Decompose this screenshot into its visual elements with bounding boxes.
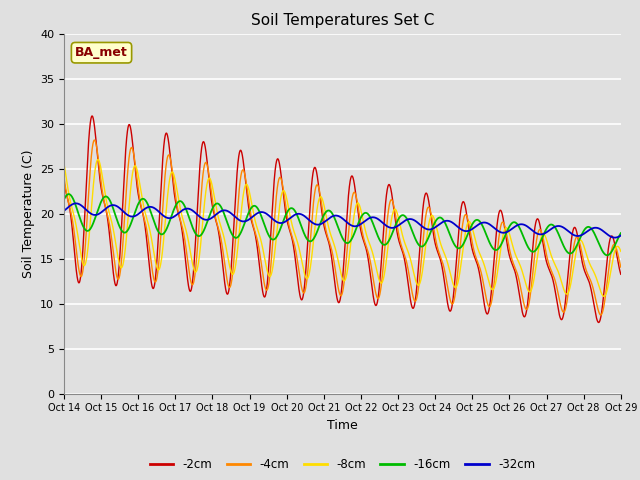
- -32cm: [234, 216, 241, 222]
- -4cm: [617, 264, 625, 270]
- -32cm: [60, 208, 68, 214]
- -16cm: [65, 191, 72, 197]
- -4cm: [127, 147, 134, 153]
- -8cm: [490, 285, 498, 291]
- -2cm: [88, 113, 96, 119]
- -16cm: [604, 252, 611, 258]
- -16cm: [617, 230, 625, 236]
- Line: -2cm: -2cm: [64, 116, 621, 323]
- Line: -4cm: -4cm: [64, 140, 621, 315]
- -4cm: [91, 137, 99, 143]
- -8cm: [95, 158, 103, 164]
- -32cm: [611, 235, 619, 240]
- Title: Soil Temperatures Set C: Soil Temperatures Set C: [251, 13, 434, 28]
- -16cm: [127, 222, 134, 228]
- -8cm: [445, 264, 452, 270]
- -8cm: [617, 249, 625, 254]
- -16cm: [95, 204, 103, 209]
- -8cm: [127, 181, 135, 187]
- -2cm: [445, 306, 452, 312]
- -16cm: [234, 235, 241, 240]
- -32cm: [95, 211, 103, 216]
- -16cm: [127, 220, 135, 226]
- Legend: -2cm, -4cm, -8cm, -16cm, -32cm: -2cm, -4cm, -8cm, -16cm, -32cm: [145, 454, 540, 476]
- -32cm: [617, 233, 625, 239]
- -32cm: [445, 218, 452, 224]
- -8cm: [234, 250, 241, 256]
- -8cm: [127, 189, 134, 195]
- -8cm: [600, 293, 608, 299]
- -8cm: [60, 161, 68, 167]
- -4cm: [490, 280, 498, 286]
- -16cm: [490, 247, 498, 252]
- -2cm: [595, 320, 602, 325]
- -4cm: [127, 145, 135, 151]
- Line: -16cm: -16cm: [64, 194, 621, 255]
- -32cm: [127, 214, 135, 219]
- -2cm: [95, 171, 103, 177]
- -2cm: [127, 124, 134, 130]
- Text: BA_met: BA_met: [75, 46, 128, 59]
- -2cm: [617, 271, 625, 277]
- -4cm: [60, 174, 68, 180]
- -16cm: [445, 229, 452, 235]
- -4cm: [445, 290, 452, 296]
- -32cm: [490, 225, 498, 231]
- Line: -8cm: -8cm: [64, 159, 621, 296]
- X-axis label: Time: Time: [327, 419, 358, 432]
- -2cm: [127, 128, 135, 134]
- -32cm: [127, 214, 134, 219]
- -2cm: [234, 168, 241, 174]
- Y-axis label: Soil Temperature (C): Soil Temperature (C): [22, 149, 35, 278]
- -32cm: [72, 201, 80, 206]
- -16cm: [60, 197, 68, 203]
- Line: -32cm: -32cm: [64, 204, 621, 238]
- -4cm: [95, 164, 103, 170]
- -8cm: [94, 156, 102, 162]
- -4cm: [234, 211, 241, 217]
- -2cm: [490, 255, 498, 261]
- -4cm: [597, 312, 605, 318]
- -2cm: [60, 179, 68, 185]
